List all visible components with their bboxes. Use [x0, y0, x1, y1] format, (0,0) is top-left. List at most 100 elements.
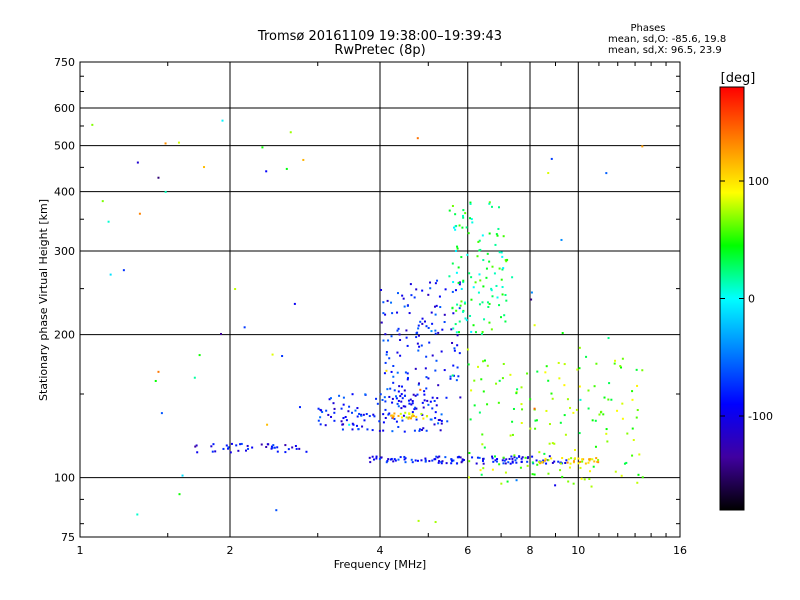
data-point: [500, 278, 503, 281]
data-point: [340, 420, 343, 423]
data-point: [391, 430, 394, 433]
data-point: [455, 331, 458, 334]
data-point: [423, 390, 426, 393]
data-point: [371, 455, 374, 458]
data-point: [410, 403, 413, 406]
data-point: [444, 456, 447, 459]
data-point: [384, 408, 387, 411]
data-point: [458, 320, 461, 323]
data-point: [453, 347, 456, 350]
data-point: [396, 371, 399, 374]
data-point: [424, 457, 427, 460]
data-point: [478, 249, 481, 252]
data-point: [390, 370, 393, 373]
data-point: [509, 434, 512, 437]
data-point: [270, 445, 273, 448]
data-point: [462, 458, 465, 461]
data-point: [456, 245, 459, 248]
data-point: [462, 216, 465, 219]
data-point: [425, 429, 428, 432]
data-point: [591, 419, 594, 422]
data-point: [154, 379, 157, 382]
data-point: [235, 444, 238, 447]
data-point: [138, 212, 141, 215]
data-point: [434, 417, 437, 420]
data-point: [589, 458, 592, 461]
x-tick-label: 8: [527, 544, 534, 557]
data-point: [574, 457, 577, 460]
data-point: [379, 456, 382, 459]
data-point: [632, 439, 635, 442]
y-axis-label: Stationary phase Virtual Height [km]: [37, 199, 50, 401]
data-point: [136, 161, 139, 164]
data-point: [451, 341, 454, 344]
data-point: [440, 350, 443, 353]
data-point: [491, 468, 494, 471]
data-point: [441, 460, 444, 463]
data-point: [619, 365, 622, 368]
data-point: [560, 238, 563, 241]
data-point: [239, 443, 242, 446]
data-point: [608, 382, 611, 385]
data-point: [529, 398, 532, 401]
data-point: [551, 461, 554, 464]
data-point: [287, 448, 290, 451]
data-point: [347, 410, 350, 413]
data-point: [621, 402, 624, 405]
data-point: [195, 444, 198, 447]
data-point: [470, 330, 473, 333]
data-point: [415, 288, 418, 291]
data-point: [164, 190, 167, 193]
data-point: [397, 405, 400, 408]
data-point: [427, 403, 430, 406]
data-point: [194, 445, 197, 448]
y-tick-label: 300: [54, 245, 75, 258]
data-point: [435, 304, 438, 307]
data-point: [420, 459, 423, 462]
data-point: [515, 457, 518, 460]
data-point: [295, 447, 298, 450]
data-point: [451, 204, 454, 207]
data-point: [500, 316, 503, 319]
data-point: [610, 398, 613, 401]
data-point: [461, 226, 464, 229]
data-point: [509, 373, 512, 376]
data-point: [420, 344, 423, 347]
data-point: [490, 205, 493, 208]
data-point: [386, 460, 389, 463]
data-point: [425, 387, 428, 390]
data-point: [607, 337, 610, 340]
data-point: [397, 327, 400, 330]
data-point: [536, 370, 539, 373]
data-point: [482, 259, 485, 262]
data-point: [557, 460, 560, 463]
data-point: [440, 462, 443, 465]
data-point: [390, 301, 393, 304]
data-point: [324, 424, 327, 427]
data-point: [574, 448, 577, 451]
data-point: [488, 201, 491, 204]
data-point: [497, 227, 500, 230]
data-point: [478, 456, 481, 459]
data-point: [330, 415, 333, 418]
data-point: [251, 446, 254, 449]
data-point: [243, 326, 246, 329]
data-point: [433, 305, 436, 308]
data-point: [214, 450, 217, 453]
data-point: [284, 451, 287, 454]
data-point: [425, 415, 428, 418]
data-point: [584, 462, 587, 465]
data-point: [382, 421, 385, 424]
data-point: [561, 475, 564, 478]
data-point: [471, 221, 474, 224]
data-point: [421, 317, 424, 320]
data-point: [177, 141, 180, 144]
x-tick-label: 16: [673, 544, 687, 557]
data-point: [431, 354, 434, 357]
data-point: [488, 232, 491, 235]
chart-title: Tromsø 20161109 19:38:00–19:39:43: [257, 29, 502, 44]
data-point: [452, 327, 455, 330]
data-point: [578, 432, 581, 435]
data-point: [547, 379, 550, 382]
data-point: [561, 462, 564, 465]
